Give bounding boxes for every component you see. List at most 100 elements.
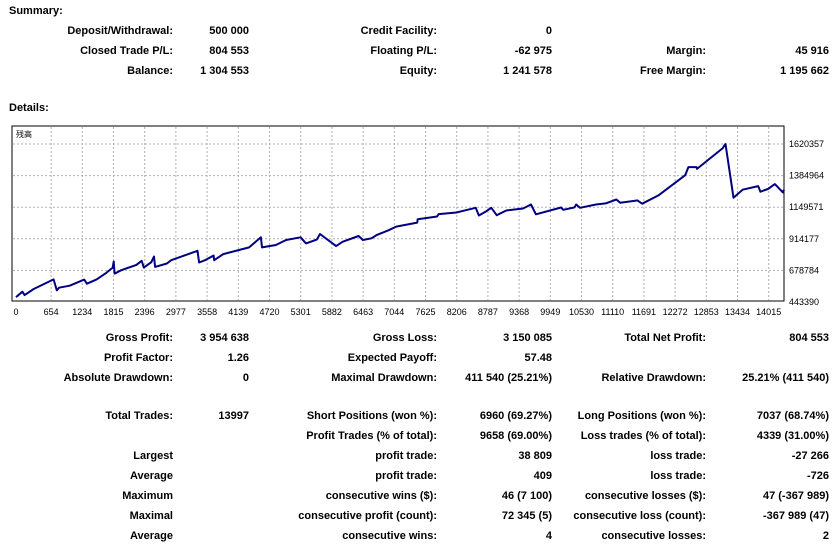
average-loss-label: loss trade:	[650, 470, 706, 482]
average-loss-value: -726	[806, 470, 829, 482]
long-positions-label: Long Positions (won %):	[577, 410, 706, 422]
avg-cons-losses-label: consecutive losses:	[601, 530, 706, 542]
maximal-drawdown-value: 411 540 (25.21%)	[465, 372, 552, 384]
grid	[13, 127, 783, 300]
x-tick-label: 1815	[103, 307, 123, 317]
average2-label: Average	[129, 530, 173, 542]
profit-factor-value: 1.26	[227, 352, 249, 364]
max-cons-wins-value: 46 (7 100)	[501, 490, 552, 502]
total-net-profit-label: Total Net Profit:	[624, 332, 706, 344]
avg-cons-losses-value: 2	[822, 530, 829, 542]
y-axis: 1620357 1384964 1149571 914177 678784 443390	[789, 139, 824, 307]
balance-chart: 残高 1620357 1384964 1149571 914177 678784 4433…	[11, 125, 824, 317]
y-tick-label: 1384964	[789, 171, 824, 181]
profit-factor-label: Profit Factor:	[103, 352, 173, 364]
x-tick-label: 13434	[725, 307, 750, 317]
summary-title: Summary:	[9, 5, 63, 17]
maximal-label: Maximal	[129, 510, 173, 522]
max-cons-losses-label: consecutive losses ($):	[584, 490, 706, 502]
relative-drawdown-value: 25.21% (411 540)	[742, 372, 829, 384]
details-title: Details:	[9, 102, 49, 114]
deposit-withdrawal-value: 500 000	[209, 25, 249, 37]
x-tick-label: 2977	[166, 307, 186, 317]
x-tick-label: 654	[44, 307, 59, 317]
average-profit-value: 409	[533, 470, 552, 482]
closed-trade-pl-label: Closed Trade P/L:	[80, 45, 173, 57]
margin-label: Margin:	[666, 45, 706, 57]
short-positions-value: 6960 (69.27%)	[479, 410, 552, 422]
x-tick-label: 7625	[415, 307, 435, 317]
x-tick-label: 6463	[353, 307, 373, 317]
x-tick-label: 5882	[322, 307, 342, 317]
maximal-cons-profit-label: consecutive profit (count):	[298, 510, 437, 522]
y-tick-label: 1149571	[789, 202, 823, 212]
closed-trade-pl-value: 804 553	[209, 45, 249, 57]
x-tick-label: 4139	[228, 307, 248, 317]
x-tick-label: 0	[13, 307, 18, 317]
relative-drawdown-label: Relative Drawdown:	[601, 372, 706, 384]
x-tick-label: 5301	[291, 307, 311, 317]
absolute-drawdown-label: Absolute Drawdown:	[63, 372, 173, 384]
equity-label: Equity:	[399, 65, 437, 77]
largest-label: Largest	[133, 450, 173, 462]
x-tick-label: 2396	[135, 307, 155, 317]
maximal-cons-loss-value: -367 989 (47)	[762, 510, 829, 522]
x-tick-label: 11110	[601, 307, 624, 317]
x-tick-label: 10530	[569, 307, 594, 317]
gross-profit-value: 3 954 638	[200, 332, 249, 344]
largest-loss-label: loss trade:	[650, 450, 706, 462]
chart-corner-label: 残高	[16, 129, 32, 139]
y-tick-label: 1620357	[789, 139, 824, 149]
gross-profit-label: Gross Profit:	[105, 332, 173, 344]
floating-pl-label: Floating P/L:	[370, 45, 437, 57]
largest-profit-label: profit trade:	[375, 450, 437, 462]
total-net-profit-value: 804 553	[789, 332, 829, 344]
x-axis: 0 654 1234 1815 2396 2977 3558 4139 4720 5301 5882…	[13, 307, 781, 317]
x-tick-label: 4720	[259, 307, 279, 317]
floating-pl-value: -62 975	[514, 45, 552, 57]
x-tick-label: 11691	[632, 307, 656, 317]
expected-payoff-value: 57.48	[524, 352, 552, 364]
expected-payoff-label: Expected Payoff:	[347, 352, 437, 364]
absolute-drawdown-value: 0	[242, 372, 249, 384]
x-tick-label: 1234	[72, 307, 92, 317]
average-profit-label: profit trade:	[375, 470, 437, 482]
free-margin-value: 1 195 662	[780, 65, 829, 77]
max-cons-losses-value: 47 (-367 989)	[762, 490, 829, 502]
maximal-cons-profit-value: 72 345 (5)	[501, 510, 552, 522]
average-label: Average	[129, 470, 173, 482]
loss-trades-value: 4339 (31.00%)	[756, 430, 829, 442]
short-positions-label: Short Positions (won %):	[306, 410, 437, 422]
avg-cons-wins-label: consecutive wins:	[342, 530, 437, 542]
credit-facility-label: Credit Facility:	[360, 25, 437, 37]
total-trades-label: Total Trades:	[105, 410, 173, 422]
gross-loss-label: Gross Loss:	[372, 332, 437, 344]
credit-facility-value: 0	[545, 25, 552, 37]
free-margin-label: Free Margin:	[639, 65, 706, 77]
avg-cons-wins-value: 4	[545, 530, 552, 542]
balance-value: 1 304 553	[200, 65, 249, 77]
profit-trades-label: Profit Trades (% of total):	[306, 430, 437, 442]
x-tick-label: 3558	[197, 307, 217, 317]
loss-trades-label: Loss trades (% of total):	[580, 430, 706, 442]
maximum-label: Maximum	[122, 490, 173, 502]
x-tick-label: 8787	[478, 307, 498, 317]
x-tick-label: 12272	[663, 307, 688, 317]
maximal-cons-loss-label: consecutive loss (count):	[573, 510, 706, 522]
total-trades-value: 13997	[218, 410, 249, 422]
margin-value: 45 916	[795, 45, 829, 57]
long-positions-value: 7037 (68.74%)	[756, 410, 829, 422]
equity-value: 1 241 578	[503, 65, 552, 77]
x-tick-label: 12853	[694, 307, 719, 317]
balance-line	[15, 143, 785, 298]
y-tick-label: 678784	[789, 265, 819, 275]
maximal-drawdown-label: Maximal Drawdown:	[331, 372, 437, 384]
x-tick-label: 14015	[756, 307, 781, 317]
y-tick-label: 443390	[789, 297, 819, 307]
profit-trades-value: 9658 (69.00%)	[479, 430, 552, 442]
max-cons-wins-label: consecutive wins ($):	[325, 490, 437, 502]
x-tick-label: 9949	[540, 307, 560, 317]
plot-area	[11, 125, 785, 302]
largest-loss-value: -27 266	[791, 450, 829, 462]
x-tick-label: 8206	[447, 307, 467, 317]
